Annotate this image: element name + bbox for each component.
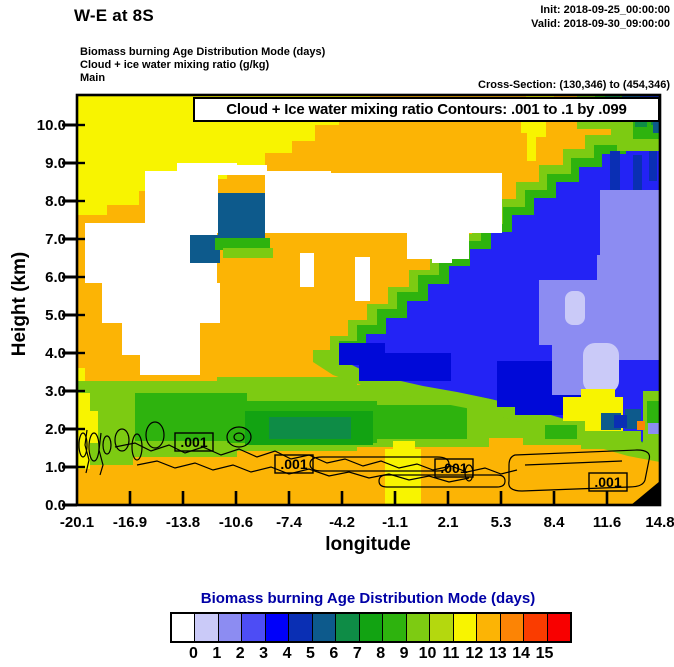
x-tick-label: -20.1 bbox=[59, 514, 95, 531]
plot-banner: Cloud + Ice water mixing ratio Contours:… bbox=[193, 97, 660, 122]
colorbar-cell bbox=[430, 614, 454, 641]
colorbar-cell bbox=[453, 614, 478, 641]
x-axis-title: longitude bbox=[325, 534, 411, 555]
y-tick-label: 4.0 bbox=[45, 345, 66, 362]
colorbar-tick-label: 10 bbox=[418, 645, 437, 662]
colorbar-tick-label: 5 bbox=[306, 645, 315, 662]
page-title: W-E at 8S bbox=[74, 6, 154, 25]
y-tick-label: 7.0 bbox=[45, 231, 66, 248]
plot-border bbox=[75, 93, 662, 507]
contour-label: .001 bbox=[440, 460, 467, 476]
colorbar-tick-label: 2 bbox=[235, 645, 245, 662]
fill-pale-lavender-blobs bbox=[565, 291, 619, 393]
x-tick-label: 5.3 bbox=[490, 514, 512, 531]
y-tick-label: 9.0 bbox=[45, 155, 66, 172]
colorbar-cell bbox=[547, 614, 570, 641]
fill-white-cloud bbox=[85, 163, 502, 375]
fill-bottomright-cluster bbox=[523, 389, 660, 449]
fill-navy-spikes bbox=[610, 147, 657, 201]
x-tick-label: -16.9 bbox=[112, 514, 148, 531]
contour-label-boxes: .001 .001 .001 .001 bbox=[174, 432, 628, 492]
colorbar-cell bbox=[336, 614, 360, 641]
colorbar-tick-label: 1 bbox=[212, 645, 222, 662]
colorbar-cell bbox=[265, 614, 290, 641]
colorbar-tick-label: 6 bbox=[329, 645, 339, 662]
colorbar-cell bbox=[500, 614, 525, 641]
colorbar-cell bbox=[524, 614, 548, 641]
colorbar-tick-label: 8 bbox=[376, 645, 386, 662]
x-tick-label: 2.1 bbox=[437, 514, 459, 531]
y-tick-label: 3.0 bbox=[45, 383, 66, 400]
valid-time: Valid: 2018-09-30_09:00:00 bbox=[531, 18, 670, 30]
contour-label: .001 bbox=[180, 434, 207, 450]
y-tick-label: 1.0 bbox=[45, 459, 66, 476]
y-tick-label: 8.0 bbox=[45, 193, 66, 210]
colorbar-cell bbox=[172, 614, 196, 641]
bottom-ticks bbox=[128, 491, 609, 505]
x-tick-label: 11.6 bbox=[592, 514, 622, 531]
x-tick-label: -1.1 bbox=[382, 514, 408, 531]
colorbar-tick-label: 9 bbox=[399, 645, 409, 662]
plot-area: .001 .001 .001 .001 bbox=[75, 93, 662, 507]
colorbar-tick-labels: 0 1 2 3 4 5 6 7 8 9 10 11 12 13 14 15 bbox=[170, 645, 590, 665]
field-line-mode: Biomass burning Age Distribution Mode (d… bbox=[80, 46, 326, 58]
left-tick-stubs bbox=[77, 123, 85, 469]
colorbar-cell bbox=[242, 614, 266, 641]
cross-section-plot: .001 .001 .001 .001 bbox=[62, 93, 662, 507]
colorbar-cell bbox=[289, 614, 313, 641]
axis-ticks bbox=[62, 123, 77, 507]
colorbar-tick-label: 3 bbox=[259, 645, 269, 662]
init-time: Init: 2018-09-25_00:00:00 bbox=[540, 4, 670, 16]
contour-label: .001 bbox=[594, 474, 621, 490]
colorbar-tick-label: 13 bbox=[488, 645, 507, 662]
x-tick-label: 8.4 bbox=[543, 514, 565, 531]
field-meta: Biomass burning Age Distribution Mode (d… bbox=[80, 46, 325, 85]
colorbar-title: Biomass burning Age Distribution Mode (d… bbox=[200, 590, 536, 607]
colorbar-cell bbox=[477, 614, 501, 641]
colorbar-tick-label: 11 bbox=[442, 645, 460, 662]
colorbar-tick-label: 14 bbox=[512, 645, 531, 662]
contour-label: .001 bbox=[280, 456, 307, 472]
colorbar-cell bbox=[406, 614, 431, 641]
x-tick-label: 14.8 bbox=[645, 514, 674, 531]
y-tick-label: 2.0 bbox=[45, 421, 66, 438]
fill-teal-cloud-base bbox=[190, 193, 273, 263]
y-tick-label: 6.0 bbox=[45, 269, 66, 286]
y-tick-label: 0.0 bbox=[45, 497, 66, 514]
cross-section-label: Cross-Section: (130,346) to (454,346) bbox=[478, 79, 670, 91]
field-line-grid: Main bbox=[80, 72, 106, 84]
colorbar-tick-label: 4 bbox=[282, 645, 292, 662]
colorbar-tick-label: 7 bbox=[352, 645, 362, 662]
x-tick-label: -13.8 bbox=[165, 514, 201, 531]
colorbar-cell bbox=[312, 614, 337, 641]
x-tick-label: -4.2 bbox=[329, 514, 355, 531]
colorbar-cell bbox=[359, 614, 384, 641]
terrain-wedge bbox=[631, 481, 660, 505]
run-times: Init: 2018-09-25_00:00:00 Valid: 2018-09… bbox=[531, 3, 670, 31]
x-tick-label: -7.4 bbox=[276, 514, 302, 531]
colorbar-cell bbox=[195, 614, 219, 641]
colorbar-cell bbox=[218, 614, 243, 641]
colorbar-cell bbox=[383, 614, 407, 641]
y-tick-label: 10.0 bbox=[36, 117, 66, 134]
colorbar bbox=[170, 612, 572, 643]
field-line-mixing-ratio: Cloud + ice water mixing ratio (g/kg) bbox=[80, 59, 270, 71]
colorbar-tick-label: 0 bbox=[188, 645, 198, 662]
y-tick-label: 5.0 bbox=[45, 307, 66, 324]
colorbar-tick-label: 15 bbox=[535, 645, 554, 662]
x-tick-label: -10.6 bbox=[218, 514, 254, 531]
colorbar-tick-label: 12 bbox=[465, 645, 484, 662]
